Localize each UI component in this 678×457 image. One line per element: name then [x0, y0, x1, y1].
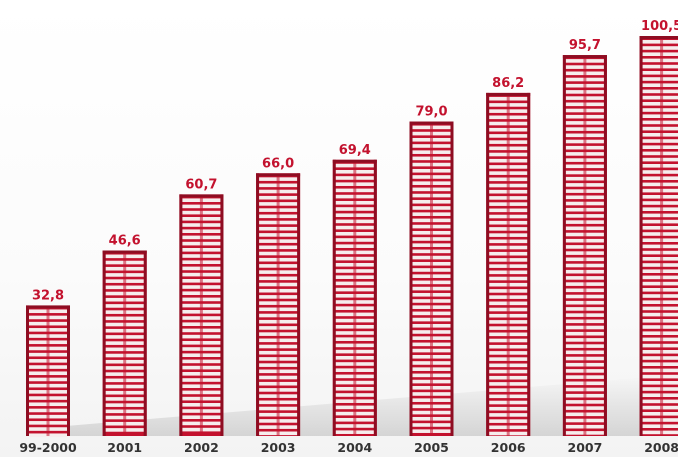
bar — [486, 92, 531, 437]
bar-spine — [123, 252, 127, 436]
value-label: 79,0 — [415, 105, 447, 120]
x-tick-label: 2008 — [644, 440, 678, 455]
bar — [332, 159, 377, 436]
bar-spine — [660, 38, 664, 436]
bar-left-post — [639, 36, 643, 436]
bar-cap — [102, 250, 147, 254]
bar-spine — [46, 307, 50, 436]
bar-left-post — [332, 159, 336, 436]
bar-cap — [562, 55, 607, 59]
bar-right-post — [220, 194, 224, 436]
x-tick-label: 99-2000 — [19, 440, 77, 455]
value-label: 86,2 — [492, 76, 524, 91]
value-labels: 32,8 46,6 60,7 66,0 69,4 79,0 86,2 95,7 100,5 — [32, 19, 678, 303]
value-label: 100,5 — [641, 19, 678, 34]
bars — [26, 36, 678, 438]
bar — [256, 173, 301, 437]
value-label: 32,8 — [32, 288, 64, 303]
bar-left-post — [486, 92, 490, 437]
bar-right-post — [450, 121, 454, 436]
bar-cap — [26, 305, 70, 309]
bar — [102, 250, 147, 436]
x-tick-label: 2002 — [184, 440, 219, 455]
bar-cap — [486, 92, 531, 96]
bar-left-post — [102, 250, 106, 436]
bar-left-post — [26, 305, 29, 436]
x-axis-tick-labels: 99-2000 2001 2002 2003 2004 2005 2006 2007 2008 — [19, 440, 678, 455]
value-label: 95,7 — [569, 38, 601, 53]
bar-left-post — [562, 55, 566, 436]
x-tick-label: 2003 — [261, 440, 296, 455]
bar-spine — [199, 196, 203, 436]
bar-right-post — [297, 173, 301, 437]
bar-spine — [276, 175, 280, 437]
bar-right-post — [603, 55, 607, 436]
bar-right-post — [527, 92, 531, 437]
value-label: 66,0 — [262, 156, 294, 171]
bar-cap — [639, 36, 678, 39]
value-label: 46,6 — [109, 234, 141, 249]
bar-right-post — [143, 250, 147, 436]
x-tick-label: 2007 — [568, 440, 603, 455]
value-label: 60,7 — [185, 177, 217, 192]
bar-spine — [430, 123, 433, 436]
x-tick-label: 2004 — [337, 440, 372, 455]
x-tick-label: 2006 — [491, 440, 526, 455]
value-label: 69,4 — [339, 143, 371, 158]
bar-right-post — [67, 305, 70, 436]
bar-spine — [583, 57, 587, 436]
bar-spine — [506, 94, 510, 437]
bar-left-post — [179, 194, 183, 436]
bar-spine — [353, 161, 357, 436]
bar-cap — [332, 159, 377, 163]
bar-cap — [179, 194, 224, 198]
bar — [26, 305, 70, 438]
x-tick-label: 2005 — [414, 440, 449, 455]
bar-cap — [409, 121, 454, 125]
bar — [179, 194, 224, 436]
x-tick-label: 2001 — [107, 440, 142, 455]
bar-cap — [256, 173, 301, 177]
bar-left-post — [256, 173, 260, 437]
bar — [639, 36, 678, 436]
bar-left-post — [409, 121, 413, 436]
bar-right-post — [373, 159, 377, 436]
bar — [562, 55, 607, 436]
bar — [409, 121, 454, 436]
